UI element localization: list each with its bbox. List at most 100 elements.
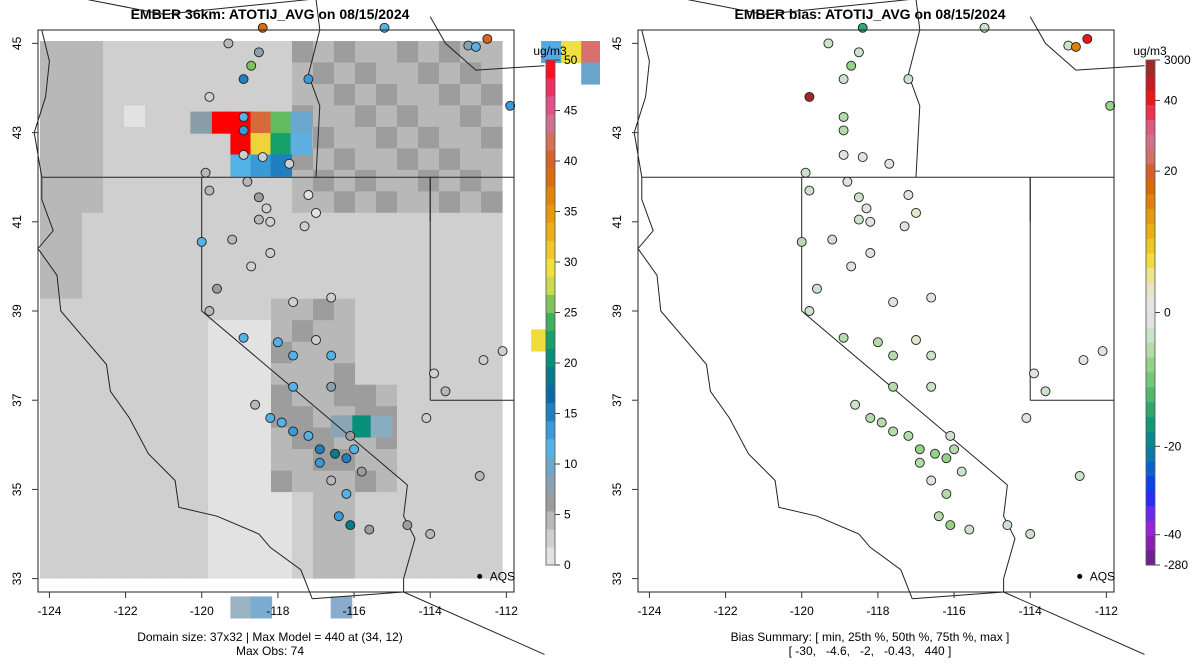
bias-site-marker[interactable] — [926, 381, 937, 392]
site-marker[interactable] — [311, 207, 321, 218]
bias-site-marker[interactable] — [857, 152, 868, 163]
site-marker[interactable] — [238, 332, 249, 343]
bias-site-marker[interactable] — [926, 475, 937, 486]
bias-site-marker[interactable] — [1025, 529, 1036, 539]
bias-site-marker[interactable] — [888, 350, 899, 361]
site-marker[interactable] — [196, 236, 207, 247]
bias-site-marker[interactable] — [1082, 33, 1093, 44]
site-marker[interactable] — [505, 100, 516, 111]
site-marker[interactable] — [284, 158, 295, 169]
bias-site-marker[interactable] — [1070, 41, 1081, 52]
site-marker[interactable] — [250, 399, 261, 410]
site-marker[interactable] — [242, 176, 253, 187]
bias-site-marker[interactable] — [956, 466, 967, 477]
bias-site-marker[interactable] — [865, 413, 876, 423]
bias-site-marker[interactable] — [865, 216, 876, 227]
bias-site-marker[interactable] — [899, 221, 910, 232]
site-marker[interactable] — [314, 444, 325, 455]
bias-site-marker[interactable] — [850, 399, 861, 410]
bias-site-marker[interactable] — [1105, 100, 1116, 111]
bias-site-marker[interactable] — [926, 350, 937, 361]
site-marker[interactable] — [227, 234, 238, 245]
site-marker[interactable] — [474, 471, 485, 481]
site-marker[interactable] — [482, 33, 493, 44]
bias-site-marker[interactable] — [1029, 368, 1039, 379]
bias-site-marker[interactable] — [853, 192, 864, 203]
bias-site-marker[interactable] — [853, 47, 864, 58]
bias-site-marker[interactable] — [926, 292, 937, 303]
site-marker[interactable] — [253, 47, 264, 58]
bias-site-marker[interactable] — [933, 511, 944, 522]
bias-site-marker[interactable] — [1002, 520, 1013, 531]
site-marker[interactable] — [261, 203, 272, 214]
bias-site-marker[interactable] — [888, 381, 899, 392]
site-marker[interactable] — [204, 185, 215, 196]
site-marker[interactable] — [200, 167, 211, 178]
site-marker[interactable] — [238, 149, 249, 160]
bias-site-marker[interactable] — [1021, 413, 1032, 423]
site-marker[interactable] — [246, 261, 257, 272]
bias-site-marker[interactable] — [838, 74, 849, 85]
site-marker[interactable] — [330, 448, 340, 459]
site-marker[interactable] — [272, 337, 283, 348]
site-marker[interactable] — [238, 74, 249, 85]
site-marker[interactable] — [379, 22, 390, 33]
bias-site-marker[interactable] — [838, 332, 849, 343]
bias-site-marker[interactable] — [903, 74, 914, 85]
site-marker[interactable] — [345, 520, 356, 531]
bias-site-marker[interactable] — [857, 22, 868, 33]
bias-site-marker[interactable] — [884, 158, 895, 169]
bias-site-marker[interactable] — [812, 283, 822, 294]
site-marker[interactable] — [314, 457, 325, 468]
site-marker[interactable] — [303, 190, 314, 200]
site-marker[interactable] — [253, 214, 264, 225]
bias-site-marker[interactable] — [861, 203, 872, 214]
bias-site-marker[interactable] — [888, 297, 899, 308]
bias-site-marker[interactable] — [964, 524, 975, 535]
bias-site-marker[interactable] — [827, 234, 838, 245]
site-marker[interactable] — [288, 297, 299, 308]
site-marker[interactable] — [497, 346, 508, 357]
site-marker[interactable] — [311, 335, 321, 345]
bias-site-marker[interactable] — [838, 112, 849, 122]
site-marker[interactable] — [223, 38, 234, 49]
bias-site-marker[interactable] — [941, 488, 952, 499]
bias-site-marker[interactable] — [914, 457, 925, 468]
site-marker[interactable] — [326, 381, 337, 392]
site-marker[interactable] — [429, 368, 439, 379]
bias-site-marker[interactable] — [823, 38, 834, 49]
site-marker[interactable] — [299, 221, 310, 232]
bias-site-marker[interactable] — [804, 185, 815, 196]
site-marker[interactable] — [345, 430, 356, 441]
bias-site-marker[interactable] — [930, 448, 940, 459]
site-marker[interactable] — [303, 74, 314, 85]
bias-site-marker[interactable] — [903, 430, 914, 441]
site-marker[interactable] — [421, 413, 432, 423]
bias-site-marker[interactable] — [949, 444, 960, 455]
site-marker[interactable] — [349, 444, 360, 455]
bias-site-marker[interactable] — [853, 214, 864, 225]
bias-site-marker[interactable] — [838, 149, 849, 160]
bias-site-marker[interactable] — [796, 236, 807, 247]
site-marker[interactable] — [356, 466, 367, 477]
site-marker[interactable] — [440, 386, 451, 397]
bias-site-marker[interactable] — [846, 60, 857, 71]
site-marker[interactable] — [402, 520, 413, 531]
site-marker[interactable] — [288, 350, 299, 361]
site-marker[interactable] — [478, 355, 489, 366]
site-marker[interactable] — [204, 306, 215, 316]
site-marker[interactable] — [326, 292, 337, 303]
site-marker[interactable] — [326, 350, 337, 361]
site-marker[interactable] — [470, 41, 481, 52]
site-marker[interactable] — [425, 529, 436, 539]
bias-site-marker[interactable] — [979, 22, 990, 33]
bias-site-marker[interactable] — [945, 520, 956, 531]
bias-site-marker[interactable] — [1078, 355, 1089, 366]
site-marker[interactable] — [265, 216, 276, 227]
bias-site-marker[interactable] — [1097, 346, 1108, 357]
site-marker[interactable] — [341, 488, 352, 499]
bias-site-marker[interactable] — [903, 190, 914, 200]
bias-site-marker[interactable] — [842, 176, 853, 187]
site-marker[interactable] — [238, 112, 249, 122]
bias-site-marker[interactable] — [872, 337, 883, 348]
